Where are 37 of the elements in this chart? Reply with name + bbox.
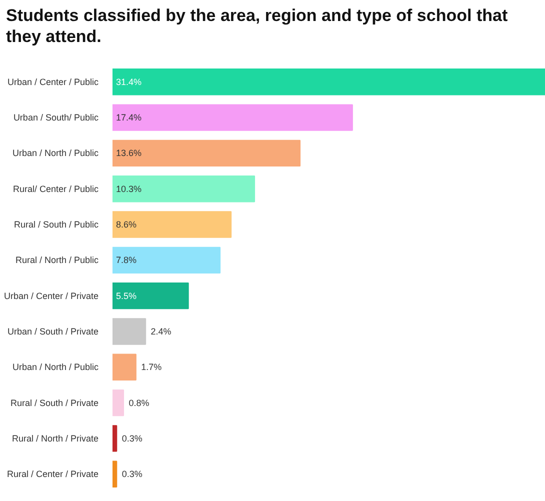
y-tick-label: Urban / Center / Public — [7, 76, 99, 87]
data-label: 2.4% — [150, 326, 172, 336]
data-label: 31.4% — [116, 76, 142, 87]
y-tick-label: Rural / South / Public — [14, 220, 99, 230]
y-tick-label: Rural / South / Private — [10, 398, 99, 408]
data-label: 0.8% — [128, 398, 150, 408]
y-tick-label: Urban / North / Public — [12, 148, 99, 158]
data-label: 1.7% — [141, 362, 162, 372]
data-label: 13.6% — [116, 148, 142, 158]
bar — [112, 176, 256, 202]
data-label: 8.6% — [116, 220, 136, 230]
y-tick-label: Urban / South / Private — [7, 326, 98, 336]
bar — [112, 68, 545, 96]
y-tick-label: Rural / North / Private — [12, 433, 99, 444]
y-tick-label: Urban / South/ Public — [13, 112, 99, 123]
bar — [112, 460, 118, 488]
bar — [112, 104, 353, 131]
bar — [112, 425, 118, 452]
y-tick-label: Urban / Center / Private — [4, 290, 99, 301]
chart-title: Students classified by the area, region and type of school that they attend. — [6, 5, 509, 48]
data-label: 10.3% — [116, 184, 142, 194]
data-label: 7.8% — [116, 255, 136, 266]
bar — [112, 354, 136, 380]
bar — [112, 140, 301, 167]
data-label: 0.3% — [122, 469, 142, 480]
data-label: 5.5% — [116, 290, 136, 301]
y-tick-label: Rural/ Center / Public — [12, 184, 99, 194]
data-label: 0.3% — [122, 433, 142, 444]
y-tick-label: Rural / Center / Private — [6, 469, 99, 480]
data-label: 17.4% — [116, 112, 142, 123]
bar — [112, 211, 232, 238]
bar — [112, 282, 189, 310]
bar — [112, 389, 124, 416]
y-tick-label: Urban / North / Public — [12, 362, 99, 372]
y-tick-label: Rural / North / Public — [15, 255, 99, 266]
bar — [112, 318, 146, 345]
bar — [112, 246, 221, 274]
